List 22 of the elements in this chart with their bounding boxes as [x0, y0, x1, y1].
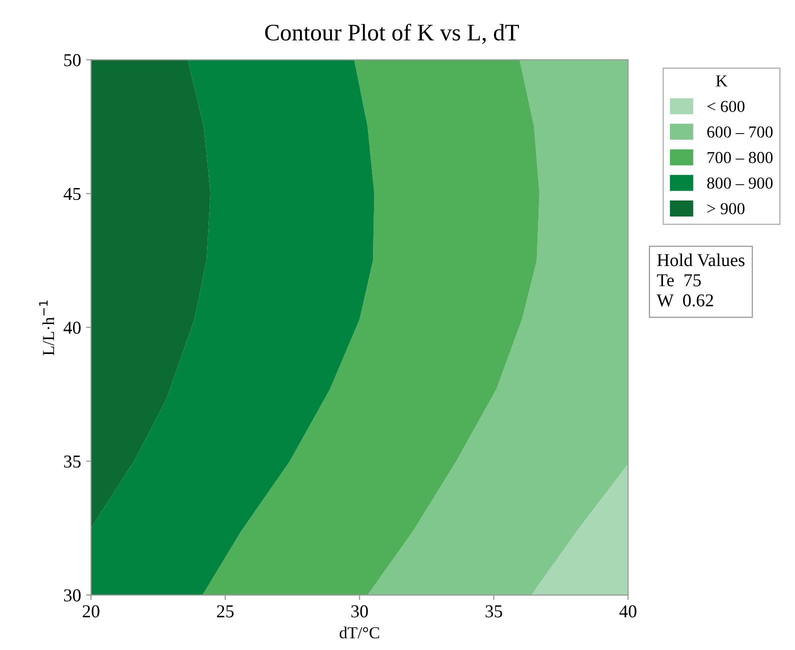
text: Hold Values: [657, 254, 744, 266]
text: W 0.62: [656, 294, 714, 307]
x-tick-label: 30: [351, 605, 368, 618]
legend-label: < 600: [707, 100, 744, 112]
y-axis-title: L/L·h$^{−1}$: [39, 300, 54, 356]
legend-label: > 900: [707, 203, 744, 214]
y-tick-label: 35: [64, 456, 81, 468]
y-tick-label: 30: [64, 589, 81, 602]
text: Te 75: [656, 274, 701, 286]
legend-label: 700 – 800: [708, 152, 773, 164]
y-tick-label: 40: [64, 322, 81, 334]
x-tick-label: 40: [619, 605, 636, 618]
y-tick-label: 50: [64, 54, 81, 66]
chart-title: Contour Plot of K vs L, dT: [265, 24, 519, 44]
legend-label: 600 – 700: [707, 126, 773, 138]
x-axis-title: dT/°C: [340, 626, 380, 638]
legend-label: 800 – 900: [707, 177, 773, 189]
x-tick-label: 25: [217, 605, 234, 618]
y-tick-label: 45: [64, 188, 81, 200]
legend-title: K: [716, 75, 728, 86]
x-tick-label: 35: [486, 605, 502, 618]
x-tick-label: 20: [82, 605, 100, 618]
